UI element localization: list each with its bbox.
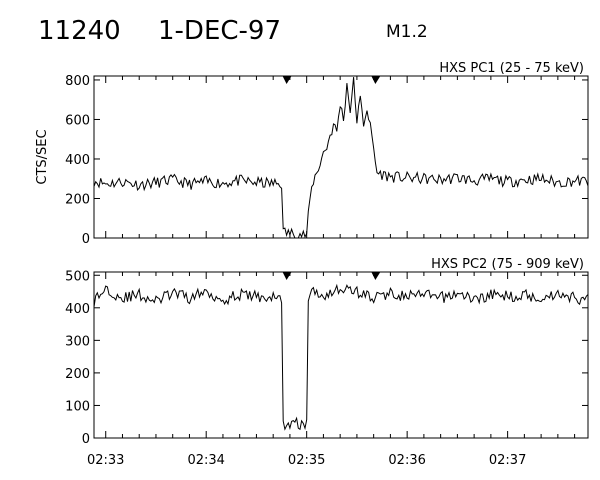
event-id: 11240 [38, 16, 121, 46]
time-marker [282, 272, 292, 280]
series-line [93, 283, 589, 431]
y-tick-label: 300 [65, 334, 90, 349]
event-date: 1-DEC-97 [158, 16, 281, 46]
y-tick-label: 0 [82, 232, 90, 247]
x-tick-label: 02:35 [288, 453, 325, 468]
time-marker [371, 272, 381, 280]
x-tick-label: 02:37 [489, 453, 526, 468]
panel-title: HXS PC2 (75 - 909 keV) [431, 257, 584, 272]
time-marker [282, 76, 292, 84]
panel-title: HXS PC1 (25 - 75 keV) [439, 61, 584, 76]
x-tick-label: 02:34 [187, 453, 224, 468]
series-line [93, 77, 589, 239]
y-tick-label: 400 [65, 153, 90, 168]
y-tick-label: 100 [65, 399, 90, 414]
y-tick-label: 600 [65, 113, 90, 128]
y-tick-label: 500 [65, 269, 90, 284]
time-marker [371, 76, 381, 84]
y-tick-label: 800 [65, 74, 90, 89]
x-tick-label: 02:33 [87, 453, 124, 468]
x-tick-label: 02:36 [388, 453, 425, 468]
plot-frame [93, 75, 589, 239]
flare-class: M1.2 [386, 22, 428, 42]
plot-frame [93, 271, 589, 439]
y-tick-label: 400 [65, 302, 90, 317]
y-tick-label: 200 [65, 367, 90, 382]
y-tick-label: 0 [82, 432, 90, 447]
y-tick-label: 200 [65, 192, 90, 207]
y-axis-label: CTS/SEC [35, 129, 50, 184]
